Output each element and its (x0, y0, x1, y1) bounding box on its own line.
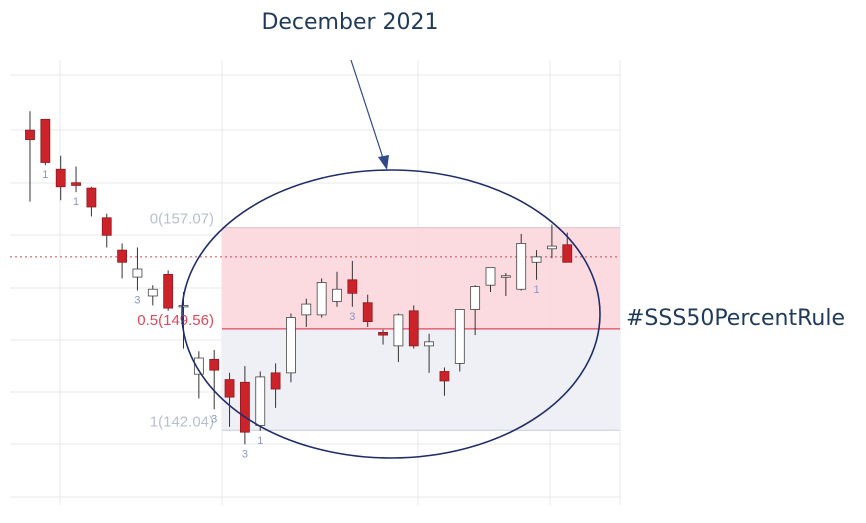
candle (132, 247, 143, 291)
candle (286, 313, 296, 383)
candle-body (439, 371, 450, 382)
candle-marker: 3 (211, 413, 217, 425)
candle-marker: 3 (349, 311, 355, 323)
candle-body (270, 372, 281, 390)
candle (424, 333, 435, 373)
candle (25, 111, 35, 202)
candle (101, 213, 112, 248)
candle (347, 260, 358, 307)
candle-body (316, 282, 327, 316)
candle-body (25, 129, 35, 140)
highlight-ellipse (181, 169, 601, 459)
candle-body (347, 279, 358, 294)
candle (500, 273, 511, 296)
candle (408, 305, 419, 349)
candle (439, 367, 450, 396)
candle-body (71, 182, 81, 186)
candle-body (362, 302, 373, 323)
annotation-hashtag: #SSS50PercentRule (626, 306, 845, 331)
candle (270, 363, 281, 408)
fib-zone-lower (222, 328, 620, 431)
candle-marker: 1 (73, 196, 79, 208)
candle-marker: 1 (533, 284, 539, 296)
candle (470, 285, 481, 336)
candle-marker: 3 (242, 448, 248, 460)
candle (516, 233, 527, 291)
candle-body (286, 317, 296, 374)
candle (378, 329, 388, 345)
candle-body (101, 217, 112, 236)
fib-zone-upper (222, 227, 620, 329)
candle (209, 349, 220, 410)
candle (40, 118, 51, 166)
fib-level-label: 0(157.07) (150, 211, 214, 228)
candle-body (193, 357, 204, 375)
candles (25, 111, 573, 445)
candle (163, 270, 174, 311)
candle-marker: 1 (257, 435, 263, 447)
candle-body (86, 187, 97, 208)
fib-zones (10, 227, 620, 431)
candle-body (516, 242, 527, 290)
candle-body (500, 275, 511, 278)
candle-body (178, 305, 189, 308)
candle (485, 267, 496, 292)
candle-body (393, 314, 404, 347)
candle-body (163, 274, 174, 309)
candle-body (147, 288, 158, 297)
candle (531, 250, 542, 280)
candle (255, 371, 266, 431)
candle-body (547, 245, 557, 250)
candle (71, 166, 81, 193)
annotation-arrow (350, 59, 384, 159)
arrow-head-icon (378, 155, 389, 170)
candle-marker: 1 (42, 169, 48, 181)
candle (117, 243, 127, 279)
candle-body (424, 341, 435, 347)
candle-body (255, 376, 266, 426)
fib-level-label: 1(142.04) (150, 413, 214, 430)
candle-marker: 3 (134, 295, 140, 307)
candle-body (408, 310, 419, 347)
candle-body (470, 286, 481, 310)
candle (454, 309, 465, 372)
candle (193, 351, 204, 399)
candle-body (531, 256, 542, 263)
candle-body (40, 118, 51, 163)
candle-body (301, 303, 312, 316)
candle-body (132, 268, 143, 278)
candle (147, 285, 158, 306)
candle (362, 294, 373, 327)
candle (393, 313, 404, 363)
candle-body (224, 379, 235, 398)
candle-body (454, 309, 465, 364)
candle-body (378, 331, 388, 336)
annotation-title: December 2021 (261, 10, 439, 35)
candle-body (117, 249, 127, 263)
candle-body (55, 168, 66, 188)
candle-body (562, 244, 573, 263)
annotation-overlay (181, 59, 601, 459)
candle (55, 155, 66, 201)
candle-body (209, 358, 220, 371)
fib-labels: 0(157.07) 0.5(149.56) 1(142.04) (137, 211, 214, 431)
candle-body (485, 267, 496, 286)
candle (239, 366, 250, 445)
candle (86, 186, 97, 217)
candle-body (332, 288, 342, 302)
candle (224, 372, 235, 427)
candle (316, 278, 327, 318)
candle-body (239, 381, 250, 433)
candle (547, 224, 557, 259)
fib-level-label: 0.5(149.56) (137, 312, 214, 329)
candle (332, 271, 342, 307)
candle (301, 298, 312, 327)
